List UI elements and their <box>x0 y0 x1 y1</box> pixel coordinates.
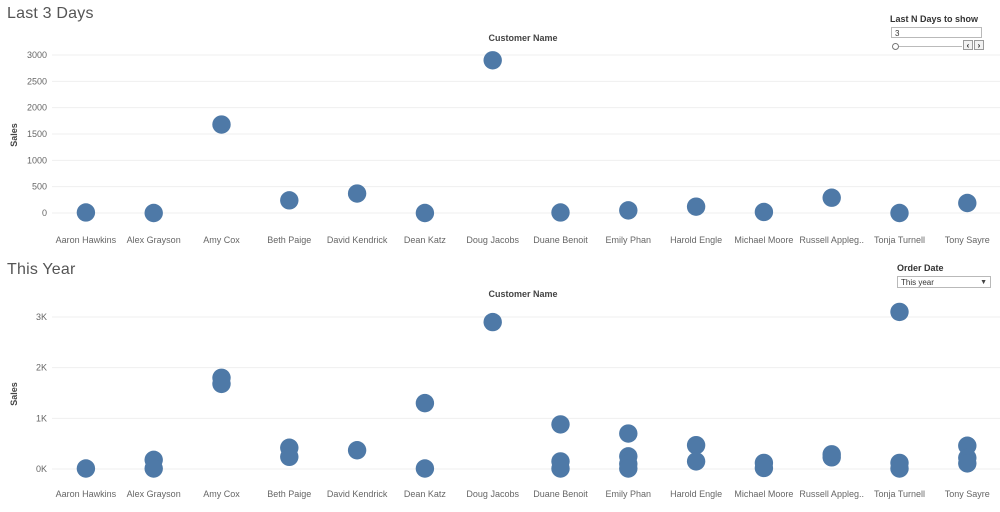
order-date-dropdown[interactable]: This year ▼ <box>897 276 991 288</box>
dropdown-arrow-icon[interactable]: ▼ <box>980 279 987 286</box>
y-tick-label: 2000 <box>27 103 47 113</box>
x-tick-label: Beth Paige <box>267 489 311 499</box>
x-tick-label: Doug Jacobs <box>466 489 519 499</box>
sheet-title: This Year <box>7 261 76 278</box>
y-tick-label: 0K <box>36 464 47 474</box>
x-tick-label: Duane Benoit <box>533 489 588 499</box>
x-tick-label: Alex Grayson <box>127 235 181 245</box>
chevron-left-icon[interactable]: ‹ <box>963 40 973 50</box>
sheet-last-3-days: Last 3 Days Customer Name 3000 2500 2000 15… <box>0 0 1000 256</box>
y-tick-label: 500 <box>32 182 47 192</box>
data-point[interactable] <box>958 193 977 213</box>
data-point[interactable] <box>415 393 435 413</box>
data-point[interactable] <box>144 459 163 478</box>
y-axis-title: Sales <box>9 123 19 147</box>
x-tick-label: Emily Phan <box>606 489 652 499</box>
x-tick-label: Michael Moore <box>734 489 793 499</box>
data-point[interactable] <box>822 448 841 467</box>
y-tick-label: 2K <box>36 363 47 373</box>
data-point[interactable] <box>619 424 638 443</box>
x-tick-label: Doug Jacobs <box>466 235 519 245</box>
data-point[interactable] <box>890 459 909 478</box>
x-tick-label: Michael Moore <box>734 235 793 245</box>
data-point[interactable] <box>76 203 96 222</box>
x-tick-label: Alex Grayson <box>127 489 181 499</box>
sheet-title: Last 3 Days <box>7 5 94 22</box>
data-point[interactable] <box>551 415 570 434</box>
x-tick-label: David Kendrick <box>327 489 388 499</box>
x-tick-label: Russell Appleg.. <box>799 489 864 499</box>
y-axis-title: Sales <box>9 382 19 406</box>
x-tick-label: Tonja Turnell <box>874 235 925 245</box>
x-tick-label: Duane Benoit <box>533 235 588 245</box>
last-n-days-input[interactable]: 3 <box>891 27 982 38</box>
x-tick-label: Amy Cox <box>203 489 240 499</box>
x-tick-label: Emily Phan <box>606 235 652 245</box>
data-point[interactable] <box>686 435 706 455</box>
data-point[interactable] <box>212 115 231 134</box>
data-point[interactable] <box>415 459 435 478</box>
x-tick-label: Tony Sayre <box>945 489 990 499</box>
scatter-chart-this-year[interactable]: 3K 2K 1K 0K Sales Aaron Hawkins Alex Grayson Am… <box>0 256 1000 512</box>
data-point[interactable] <box>686 197 706 216</box>
x-tick-label: Aaron Hawkins <box>56 235 117 245</box>
data-point[interactable] <box>347 441 367 460</box>
data-point[interactable] <box>754 202 774 222</box>
data-point[interactable] <box>144 203 163 223</box>
y-tick-label: 1500 <box>27 129 47 139</box>
data-point[interactable] <box>686 452 706 471</box>
x-tick-label: Amy Cox <box>203 235 240 245</box>
x-tick-label: David Kendrick <box>327 235 388 245</box>
y-tick-label: 1000 <box>27 155 47 165</box>
data-point[interactable] <box>890 302 909 322</box>
y-tick-label: 0 <box>42 208 47 218</box>
slider-thumb[interactable] <box>892 43 899 50</box>
y-tick-label: 3K <box>36 312 47 322</box>
chevron-right-icon[interactable]: › <box>974 40 984 50</box>
scatter-chart-last-3-days[interactable]: 3000 2500 2000 1500 1000 500 0 Sales Aaron Hawki… <box>0 0 1000 256</box>
x-tick-label: Tony Sayre <box>945 235 990 245</box>
dropdown-value: This year <box>901 278 934 287</box>
column-header-label: Customer Name <box>488 289 558 299</box>
column-header: Customer Name <box>0 289 1000 299</box>
data-point[interactable] <box>483 312 502 332</box>
data-point[interactable] <box>890 203 909 223</box>
y-tick-label: 1K <box>36 413 47 423</box>
y-tick-label: 3000 <box>27 50 47 60</box>
data-point[interactable] <box>958 454 977 473</box>
data-point[interactable] <box>822 188 841 207</box>
data-point[interactable] <box>280 447 299 467</box>
data-point[interactable] <box>551 203 570 222</box>
column-header-label: Customer Name <box>488 33 558 43</box>
column-header: Customer Name <box>0 33 1000 43</box>
filter-title: Last N Days to show <box>890 14 979 24</box>
x-tick-label: Aaron Hawkins <box>56 489 117 499</box>
data-point[interactable] <box>619 201 638 220</box>
x-tick-label: Beth Paige <box>267 235 311 245</box>
data-point[interactable] <box>415 203 435 223</box>
data-point[interactable] <box>619 459 638 478</box>
data-point[interactable] <box>212 374 231 394</box>
data-point[interactable] <box>76 459 96 478</box>
data-point[interactable] <box>483 51 502 70</box>
x-tick-label: Dean Katz <box>404 235 447 245</box>
y-tick-label: 2500 <box>27 76 47 86</box>
x-tick-label: Harold Engle <box>670 489 722 499</box>
last-n-days-slider[interactable] <box>896 46 962 47</box>
filter-title: Order Date <box>897 263 944 273</box>
x-tick-label: Tonja Turnell <box>874 489 925 499</box>
x-tick-label: Russell Appleg.. <box>799 235 864 245</box>
data-point[interactable] <box>551 459 570 478</box>
x-tick-label: Harold Engle <box>670 235 722 245</box>
data-point[interactable] <box>280 191 299 210</box>
x-tick-label: Dean Katz <box>404 489 447 499</box>
sheet-this-year: This Year Customer Name 3K 2K 1K 0K Sales Aar… <box>0 256 1000 512</box>
data-point[interactable] <box>347 184 367 203</box>
data-point[interactable] <box>754 458 774 478</box>
